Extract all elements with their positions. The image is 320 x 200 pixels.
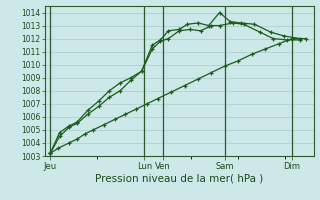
X-axis label: Pression niveau de la mer( hPa ): Pression niveau de la mer( hPa ) [95,173,263,183]
